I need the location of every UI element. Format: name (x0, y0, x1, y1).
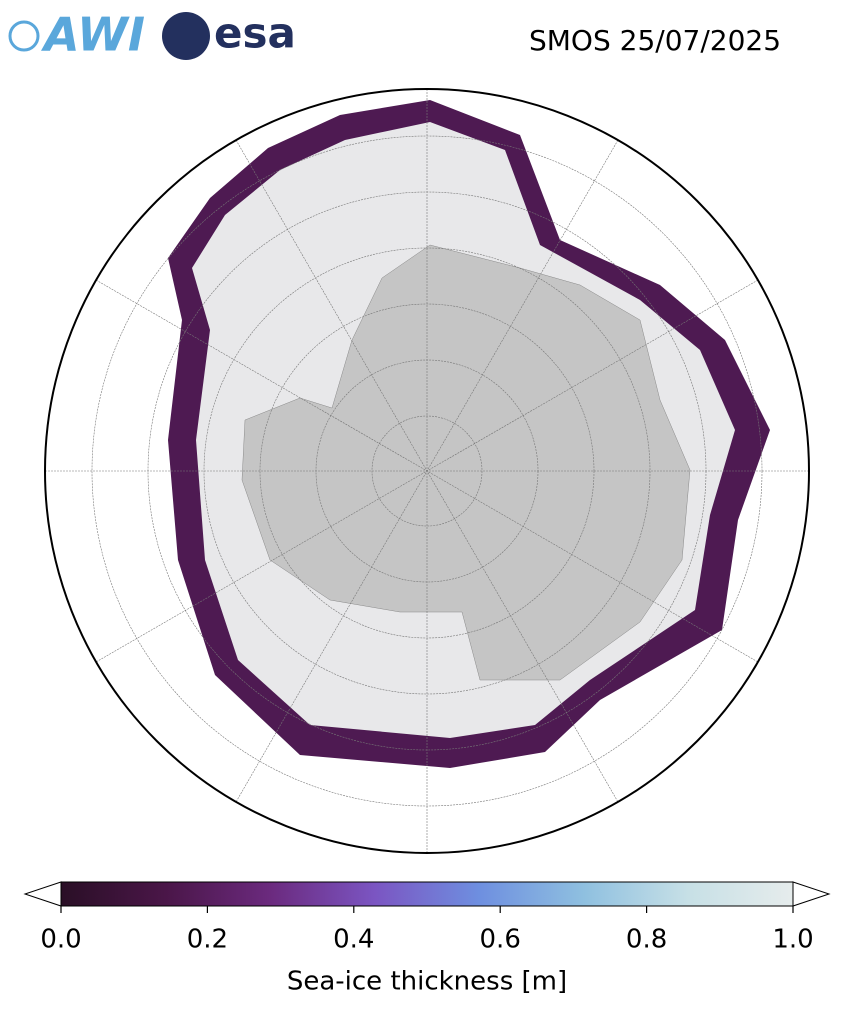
colorbar: Sea-ice thickness [m] 0.0 0.2 0.4 0.6 0.8 1.0 (23, 881, 831, 997)
map-frame (44, 88, 810, 854)
colorbar-extend-high (792, 881, 831, 907)
esa-logo-text: esa (214, 9, 296, 58)
map (45, 89, 809, 853)
esa-logo-icon (162, 12, 210, 60)
colorbar-tick-label: 0.8 (626, 925, 667, 955)
awi-logo-text: AWI (41, 8, 145, 62)
awi-logo: AWI (8, 8, 145, 62)
colorbar-tick-label: 0.4 (333, 925, 374, 955)
colorbar-tick-label: 0.6 (480, 925, 521, 955)
colorbar-tick-label: 1.0 (772, 925, 813, 955)
graticule (45, 89, 809, 853)
colorbar-extend-low (23, 881, 62, 907)
colorbar-tick-label: 0.0 (40, 925, 81, 955)
antarctica (241, 244, 691, 681)
colorbar-scale (60, 881, 794, 907)
colorbar-tick-label: 0.2 (187, 925, 228, 955)
esa-logo: esa (162, 9, 296, 60)
colorbar-label: Sea-ice thickness [m] (287, 967, 567, 997)
awi-logo-icon (8, 20, 40, 52)
map-title: SMOS 25/07/2025 (529, 24, 781, 57)
